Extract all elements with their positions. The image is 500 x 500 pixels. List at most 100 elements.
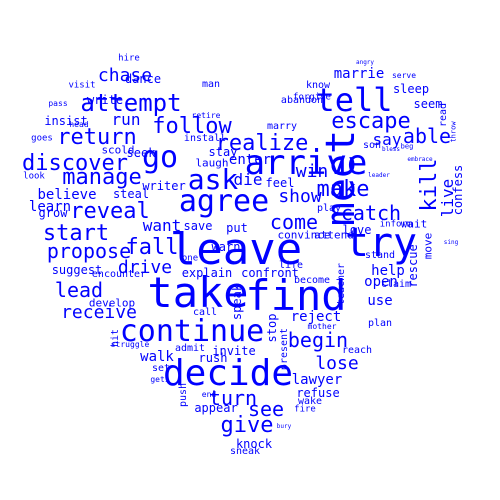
cloud-word: decide bbox=[162, 353, 294, 394]
cloud-word: hire bbox=[118, 53, 140, 64]
cloud-word: one bbox=[181, 253, 199, 264]
cloud-word: start bbox=[42, 221, 110, 246]
cloud-word: man bbox=[201, 79, 221, 90]
cloud-word: convince bbox=[277, 228, 331, 242]
cloud-word: develop bbox=[88, 296, 136, 310]
cloud-word: stop bbox=[265, 313, 279, 343]
cloud-word: give bbox=[220, 413, 274, 438]
cloud-word: able bbox=[402, 124, 452, 148]
cloud-word: come bbox=[269, 210, 319, 234]
cloud-word: put bbox=[226, 221, 248, 235]
cloud-word: son bbox=[362, 140, 382, 151]
cloud-word: feel bbox=[265, 176, 295, 190]
cloud-word: confess bbox=[451, 164, 465, 216]
cloud-word: sneak bbox=[229, 446, 261, 457]
cloud-word: laugh bbox=[195, 156, 229, 170]
cloud-word: steal bbox=[112, 187, 150, 201]
cloud-word: receive bbox=[61, 302, 137, 323]
cloud-word: mother bbox=[307, 322, 337, 331]
cloud-word: plan bbox=[367, 318, 393, 329]
cloud-word: arrive bbox=[244, 143, 368, 183]
cloud-word: escape bbox=[331, 109, 411, 134]
cloud-word: believe bbox=[37, 187, 97, 203]
cloud-word: become bbox=[293, 275, 331, 286]
cloud-word: attend bbox=[314, 228, 354, 242]
cloud-word: warn bbox=[211, 240, 241, 254]
cloud-word: read bbox=[438, 102, 449, 128]
cloud-word: learn bbox=[28, 199, 72, 215]
cloud-word: realize bbox=[215, 131, 309, 156]
cloud-word: refuse bbox=[296, 386, 340, 400]
cloud-word: claim bbox=[380, 279, 412, 290]
cloud-word: propose bbox=[46, 239, 132, 263]
cloud-word: continue bbox=[119, 314, 265, 349]
cloud-word: go bbox=[141, 140, 179, 175]
cloud-word: inform bbox=[379, 219, 413, 230]
cloud-word: lawyer bbox=[291, 372, 343, 388]
cloud-word: leader bbox=[368, 172, 390, 179]
cloud-word: abandon bbox=[280, 95, 324, 106]
cloud-word: take bbox=[147, 268, 249, 317]
cloud-word: find bbox=[245, 271, 347, 320]
cloud-word: use bbox=[367, 293, 393, 309]
cloud-word: return bbox=[57, 125, 137, 150]
cloud-word: chase bbox=[97, 65, 153, 86]
cloud-word: say bbox=[372, 130, 402, 149]
cloud-word: wake bbox=[297, 396, 323, 407]
cloud-word: encounter bbox=[91, 269, 147, 280]
cloud-word: bury bbox=[276, 423, 292, 430]
cloud-word: know bbox=[305, 80, 331, 91]
cloud-word: open bbox=[364, 274, 398, 290]
cloud-word: goes bbox=[31, 133, 53, 144]
cloud-word: try bbox=[344, 220, 418, 266]
cloud-word: show bbox=[278, 186, 322, 207]
cloud-word: love bbox=[342, 223, 372, 237]
cloud-word: teacher bbox=[336, 262, 347, 306]
cloud-word: head bbox=[69, 120, 89, 129]
cloud-word: push bbox=[178, 382, 189, 408]
cloud-word: win bbox=[295, 161, 329, 182]
cloud-word: lose bbox=[315, 353, 359, 374]
cloud-word: rescue bbox=[406, 244, 420, 288]
cloud-word: speak bbox=[230, 283, 244, 321]
cloud-word: lead bbox=[54, 278, 104, 302]
cloud-word: run bbox=[111, 110, 141, 129]
cloud-word: catch bbox=[340, 201, 402, 225]
cloud-word: set bbox=[151, 363, 171, 374]
cloud-word: bless bbox=[381, 146, 401, 153]
cloud-word: discover bbox=[22, 151, 128, 176]
cloud-word: attempt bbox=[80, 89, 182, 117]
cloud-word: scold bbox=[101, 143, 135, 157]
cloud-word: marry bbox=[266, 121, 298, 132]
cloud-word: install bbox=[183, 133, 227, 144]
cloud-word: knock bbox=[235, 437, 273, 451]
cloud-word: struggle bbox=[110, 340, 150, 349]
cloud-word: begin bbox=[287, 328, 349, 352]
cloud-word: gets bbox=[150, 375, 170, 384]
cloud-word: suggest bbox=[51, 263, 103, 277]
cloud-word: beg bbox=[400, 142, 414, 151]
cloud-word: seem bbox=[413, 97, 443, 111]
cloud-word: manage bbox=[62, 165, 142, 190]
cloud-word: play bbox=[316, 203, 342, 214]
cloud-word: reject bbox=[290, 309, 342, 325]
cloud-word: reach bbox=[341, 345, 373, 356]
cloud-word: help bbox=[371, 263, 405, 279]
cloud-word: ask bbox=[187, 163, 239, 196]
cloud-word: end bbox=[201, 390, 217, 399]
cloud-word: present bbox=[279, 327, 290, 371]
cloud-word: see bbox=[247, 397, 285, 421]
cloud-word: want bbox=[142, 216, 182, 235]
cloud-word: tell bbox=[315, 81, 393, 119]
cloud-word: seek bbox=[126, 146, 156, 160]
cloud-word: look bbox=[23, 171, 45, 182]
cloud-word: throw bbox=[449, 121, 458, 143]
cloud-word: appear bbox=[194, 401, 238, 415]
cloud-word: stand bbox=[364, 250, 396, 261]
cloud-word: embrace bbox=[407, 156, 433, 163]
cloud-word: angry bbox=[355, 59, 375, 66]
cloud-word: writer bbox=[142, 179, 186, 193]
cloud-word: drive bbox=[117, 257, 173, 278]
cloud-word: walk bbox=[140, 349, 174, 365]
